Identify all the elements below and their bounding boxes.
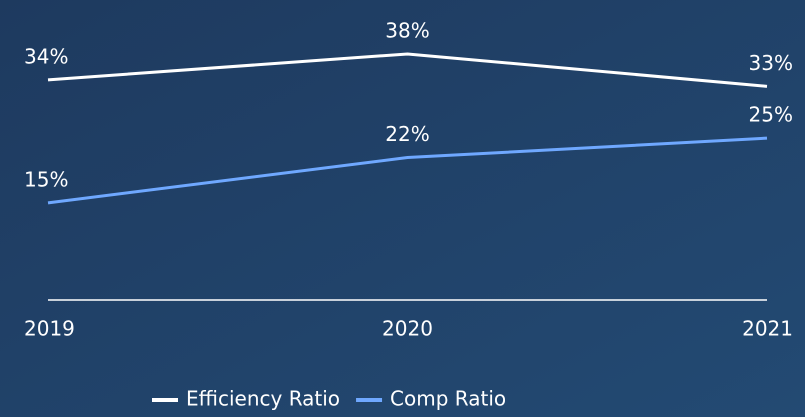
data-label: 22% bbox=[385, 122, 429, 146]
data-label: 38% bbox=[385, 18, 429, 42]
line bbox=[47, 136, 768, 205]
data-label: 33% bbox=[749, 51, 793, 75]
line bbox=[47, 52, 768, 88]
x-tick-label: 2021 bbox=[742, 317, 793, 341]
data-label: 15% bbox=[24, 167, 68, 191]
x-tick-label: 2019 bbox=[24, 317, 75, 341]
legend-label: Efficiency Ratio bbox=[186, 387, 340, 411]
data-label: 25% bbox=[749, 103, 793, 127]
data-label: 34% bbox=[24, 44, 68, 68]
x-tick-label: 2020 bbox=[382, 317, 433, 341]
legend-label: Comp Ratio bbox=[390, 387, 506, 411]
